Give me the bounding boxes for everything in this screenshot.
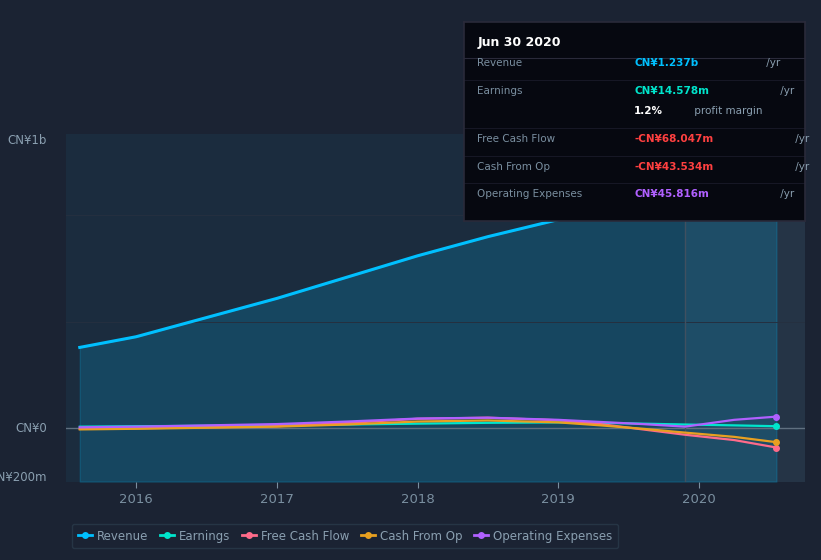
Text: /yr: /yr bbox=[777, 189, 795, 199]
Text: /yr: /yr bbox=[791, 161, 809, 171]
Text: 1.2%: 1.2% bbox=[635, 106, 663, 116]
Text: Cash From Op: Cash From Op bbox=[478, 161, 551, 171]
Text: /yr: /yr bbox=[791, 134, 809, 144]
Legend: Revenue, Earnings, Free Cash Flow, Cash From Op, Operating Expenses: Revenue, Earnings, Free Cash Flow, Cash … bbox=[71, 524, 618, 548]
Text: CN¥0: CN¥0 bbox=[16, 422, 48, 435]
Text: Earnings: Earnings bbox=[478, 86, 523, 96]
Text: CN¥14.578m: CN¥14.578m bbox=[635, 86, 709, 96]
Text: -CN¥200m: -CN¥200m bbox=[0, 471, 48, 484]
Text: profit margin: profit margin bbox=[691, 106, 763, 116]
Text: CN¥1b: CN¥1b bbox=[8, 134, 48, 147]
Text: CN¥1.237b: CN¥1.237b bbox=[635, 58, 699, 68]
Bar bbox=[685, 134, 805, 482]
Text: Free Cash Flow: Free Cash Flow bbox=[478, 134, 556, 144]
Text: Revenue: Revenue bbox=[478, 58, 523, 68]
Text: Jun 30 2020: Jun 30 2020 bbox=[478, 36, 561, 49]
Text: /yr: /yr bbox=[763, 58, 780, 68]
Text: Operating Expenses: Operating Expenses bbox=[478, 189, 583, 199]
Text: -CN¥68.047m: -CN¥68.047m bbox=[635, 134, 713, 144]
Text: CN¥45.816m: CN¥45.816m bbox=[635, 189, 709, 199]
Text: /yr: /yr bbox=[777, 86, 795, 96]
Text: -CN¥43.534m: -CN¥43.534m bbox=[635, 161, 713, 171]
